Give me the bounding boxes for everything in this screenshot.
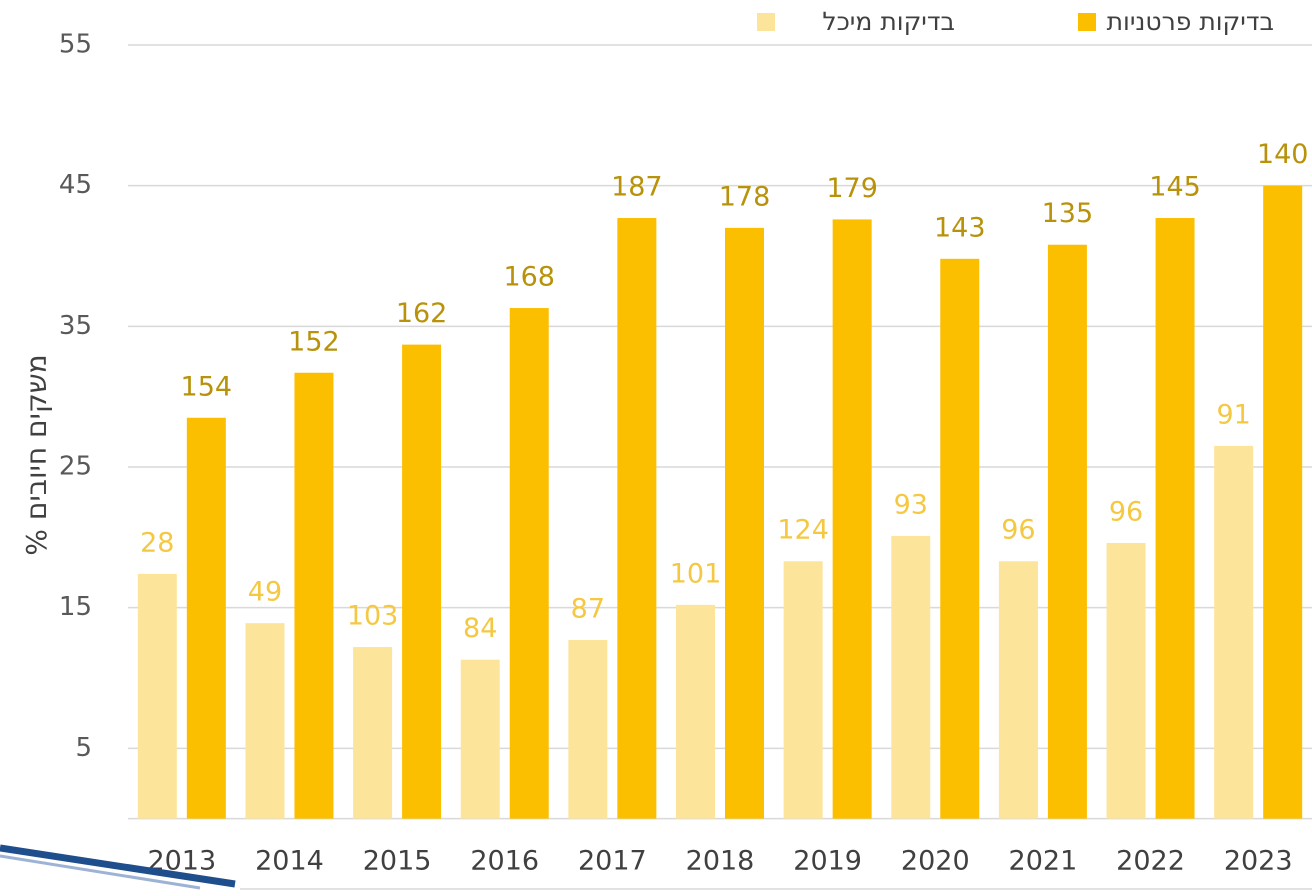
- data-label: 140: [1257, 139, 1309, 170]
- data-label: 84: [463, 613, 497, 644]
- bar: [402, 344, 442, 819]
- legend-label: בדיקות מיכל: [822, 7, 955, 36]
- x-tick-label: 2019: [793, 846, 862, 877]
- bar: [676, 604, 715, 819]
- data-label: 168: [503, 262, 555, 293]
- y-axis-title: % משקים חיובים: [20, 354, 53, 555]
- bar: [568, 640, 608, 819]
- legend-swatch: [757, 13, 775, 31]
- bar: [1155, 218, 1195, 819]
- data-label: 187: [611, 172, 663, 203]
- x-tick-label: 2017: [578, 846, 647, 877]
- bar: [725, 227, 764, 819]
- data-label: 103: [347, 601, 399, 632]
- y-tick-label: 45: [59, 170, 92, 200]
- bar: [509, 308, 549, 819]
- data-label: 96: [1001, 515, 1035, 546]
- decoration: [0, 854, 201, 890]
- decoration: [0, 844, 236, 888]
- data-label: 178: [719, 181, 771, 212]
- bar: [137, 573, 177, 819]
- x-tick-label: 2018: [686, 846, 755, 877]
- data-label: 162: [396, 298, 448, 329]
- data-label: 145: [1149, 172, 1201, 203]
- data-label: 87: [571, 594, 605, 625]
- bar: [891, 535, 931, 819]
- x-tick-label: 2023: [1224, 846, 1293, 877]
- x-tick-label: 2021: [1009, 846, 1078, 877]
- bar: [1263, 185, 1303, 819]
- data-label: 179: [826, 173, 878, 204]
- y-tick-label: 55: [59, 30, 92, 60]
- data-label: 135: [1042, 198, 1094, 229]
- bar: [832, 219, 872, 819]
- y-tick-label: 35: [59, 311, 92, 341]
- y-tick-label: 25: [59, 452, 92, 482]
- bar: [460, 659, 500, 819]
- data-label: 28: [140, 527, 174, 558]
- y-tick-label: 5: [75, 733, 92, 763]
- bar: [1106, 542, 1146, 819]
- bar: [1214, 445, 1254, 819]
- data-label: 154: [181, 371, 233, 402]
- bar: [783, 561, 823, 819]
- data-label: 143: [934, 212, 986, 243]
- bar: [245, 623, 285, 819]
- bar: [617, 218, 657, 819]
- x-tick-label: 2015: [363, 846, 432, 877]
- legend-swatch: [1078, 13, 1096, 31]
- bar: [186, 417, 226, 819]
- data-label: 152: [288, 326, 340, 357]
- x-tick-label: 2016: [470, 846, 539, 877]
- x-tick-label: 2022: [1116, 846, 1185, 877]
- y-tick-label: 15: [59, 592, 92, 622]
- bar: [940, 258, 980, 819]
- data-label: 91: [1217, 399, 1251, 430]
- legend-label: בדיקות פרטניות: [1107, 7, 1274, 36]
- bar: [998, 561, 1038, 819]
- x-tick-label: 2020: [901, 846, 970, 877]
- bar: [1047, 244, 1087, 819]
- data-label: 124: [777, 515, 829, 546]
- data-label: 101: [670, 558, 722, 589]
- data-label: 96: [1109, 496, 1143, 527]
- bar: [294, 372, 334, 819]
- data-label: 93: [894, 489, 928, 520]
- data-label: 49: [248, 577, 282, 608]
- x-tick-label: 2014: [255, 846, 324, 877]
- bar: [353, 647, 393, 819]
